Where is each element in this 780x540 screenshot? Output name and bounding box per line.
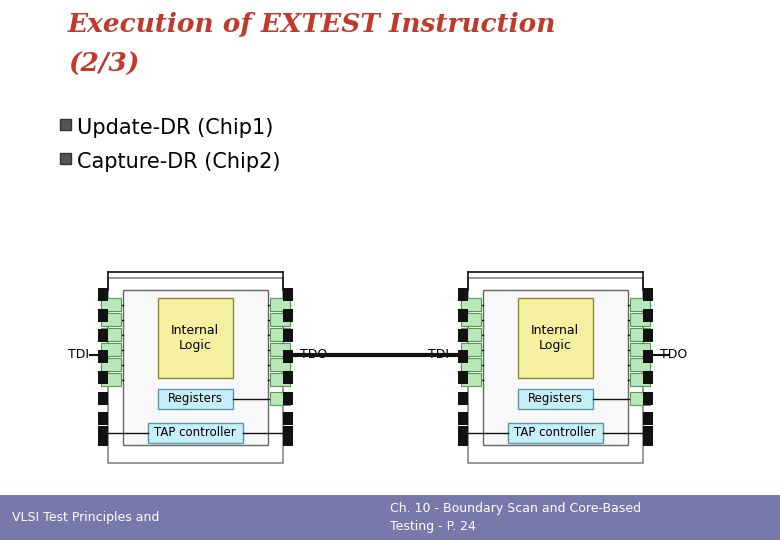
Bar [458,371,467,384]
Bar [60,119,71,130]
Bar [483,289,627,444]
Bar [282,412,292,426]
Bar [643,350,653,363]
Bar [282,350,292,363]
Bar [458,433,467,446]
Bar [122,289,268,444]
Text: Registers: Registers [527,392,583,405]
Bar [282,433,292,446]
Bar [460,343,480,356]
Bar [629,358,650,371]
Bar [643,288,653,301]
Bar [629,328,650,341]
Text: Update-DR (Chip1): Update-DR (Chip1) [77,118,273,138]
Bar [98,392,108,404]
Bar [98,412,108,426]
Text: TAP controller: TAP controller [154,426,236,439]
Bar [158,388,232,408]
Bar [101,313,120,326]
Bar [282,392,292,405]
Bar [629,313,650,326]
Bar [270,298,289,311]
Text: Execution of EXTEST Instruction: Execution of EXTEST Instruction [68,12,556,37]
Bar [98,433,108,446]
Bar [282,288,292,301]
Text: Internal
Logic: Internal Logic [531,323,579,352]
Bar [98,288,108,301]
Bar [282,392,292,404]
Text: Testing - P. 24: Testing - P. 24 [390,520,476,533]
Text: TDI: TDI [69,348,90,361]
Bar [101,358,120,371]
Text: TAP controller: TAP controller [514,426,596,439]
Bar [270,328,289,341]
Bar [467,278,643,462]
Bar [629,298,650,311]
Bar [643,371,653,384]
Bar [270,373,289,386]
Bar [0,495,780,540]
Bar [270,343,289,356]
Bar [101,373,120,386]
Bar [147,422,243,442]
Bar [270,392,289,405]
Bar [643,392,653,405]
Bar [460,298,480,311]
Bar [282,371,292,384]
Bar [98,350,108,363]
Bar [643,433,653,446]
Bar [629,373,650,386]
Bar [643,426,653,439]
Bar [458,309,467,322]
Bar [158,298,232,377]
Bar [517,388,593,408]
Bar [98,371,108,384]
Text: TDO: TDO [300,348,328,361]
Text: VLSI Test Principles and: VLSI Test Principles and [12,511,159,524]
Text: Capture-DR (Chip2): Capture-DR (Chip2) [77,152,281,172]
Text: Internal
Logic: Internal Logic [171,323,219,352]
Bar [643,412,653,426]
Bar [101,343,120,356]
Bar [629,343,650,356]
Bar [270,313,289,326]
Bar [629,392,650,405]
Bar [108,278,282,462]
Bar [458,329,467,342]
Bar [60,153,71,164]
Bar [643,392,653,404]
Text: TDI: TDI [428,348,449,361]
Text: (2/3): (2/3) [68,52,140,77]
Bar [270,358,289,371]
Bar [508,422,602,442]
Bar [460,313,480,326]
Bar [458,288,467,301]
Text: TDO: TDO [661,348,688,361]
Bar [643,309,653,322]
Text: Ch. 10 - Boundary Scan and Core-Based: Ch. 10 - Boundary Scan and Core-Based [390,502,641,515]
Bar [458,412,467,426]
Bar [460,373,480,386]
Bar [101,298,120,311]
Bar [98,426,108,439]
Bar [517,298,593,377]
Bar [282,329,292,342]
Bar [101,328,120,341]
Bar [458,426,467,439]
Bar [98,329,108,342]
Text: Registers: Registers [168,392,222,405]
Bar [460,328,480,341]
Bar [460,358,480,371]
Bar [643,329,653,342]
Bar [98,309,108,322]
Bar [282,309,292,322]
Bar [458,350,467,363]
Bar [458,392,467,404]
Bar [282,426,292,439]
